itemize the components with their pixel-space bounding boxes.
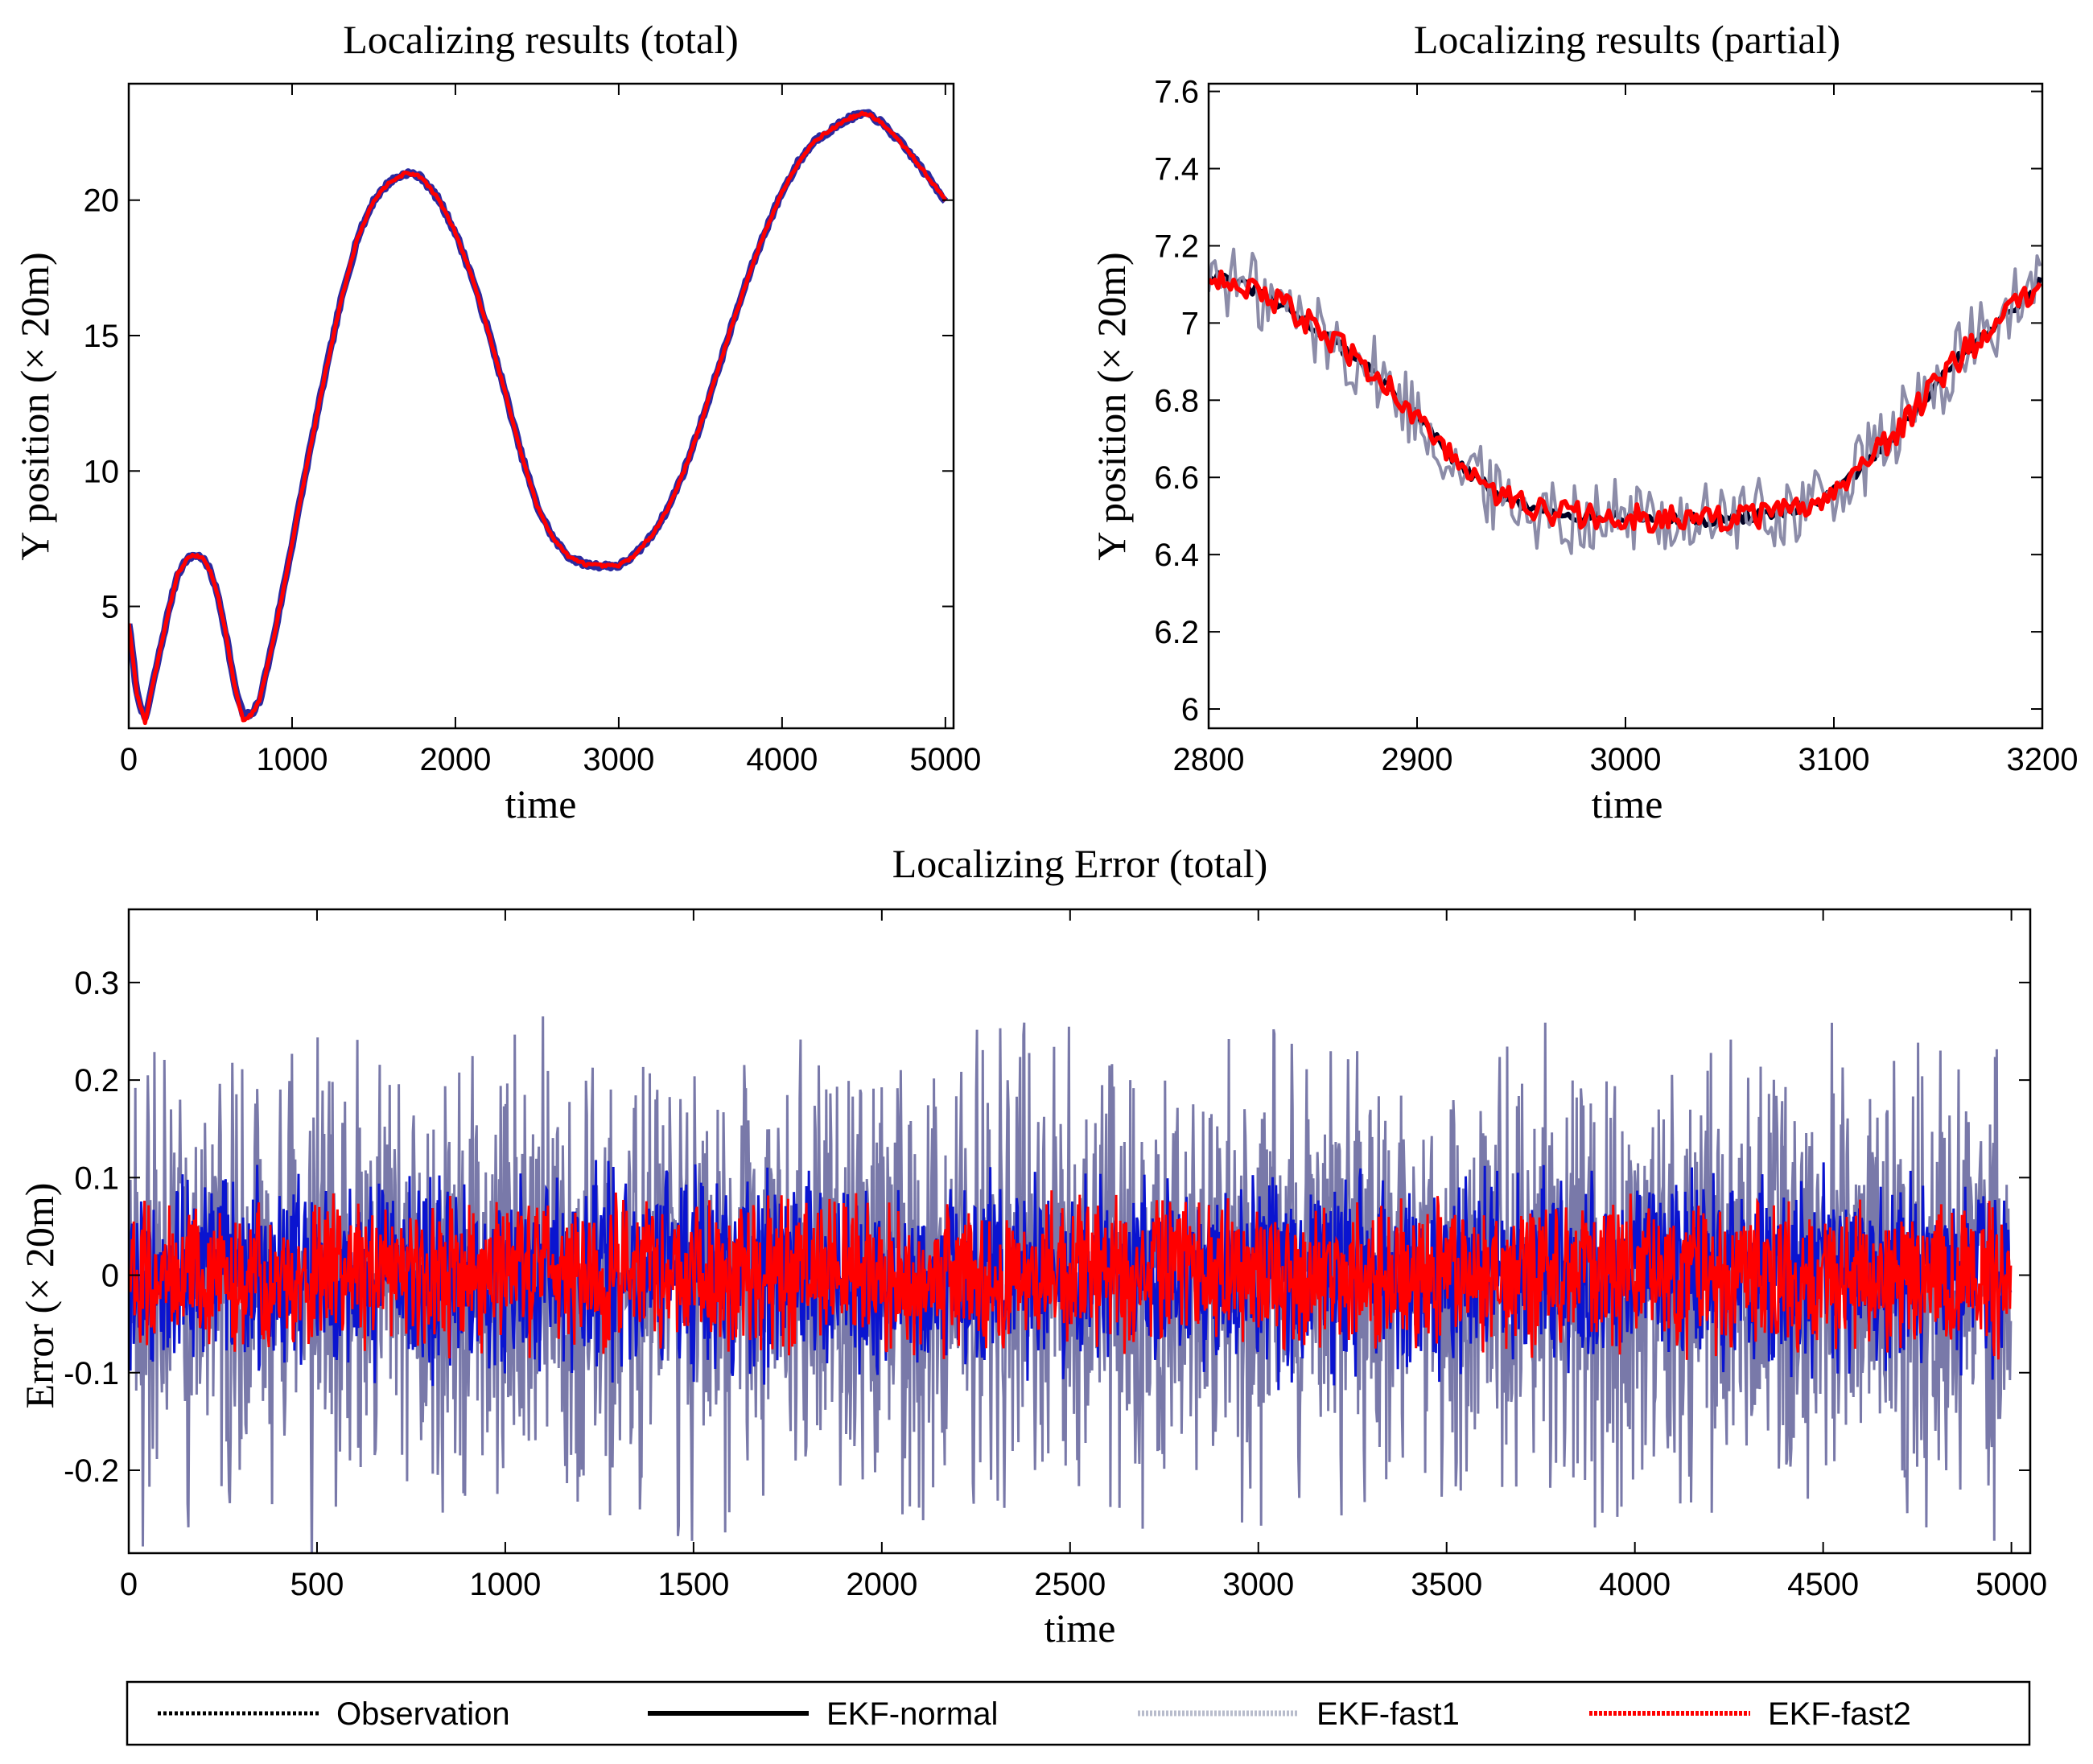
series-line-ekf-fast1 [1209,247,2042,555]
panel-error-total: Localizing Error (total) time Error (× 2… [17,841,2047,1651]
axes-frame-total [127,82,955,730]
series-line-ekf-fast2 [129,1190,2013,1360]
x-tick-label: 3100 [1798,742,1870,777]
y-tick-label: 6.8 [1154,383,1199,418]
legend-label-observation: Observation [336,1696,510,1732]
x-axis-label-error: time [1044,1605,1116,1651]
y-tick-label: 7.6 [1154,75,1199,110]
y-tick-label: -0.1 [64,1356,119,1391]
x-tick-label: 1000 [469,1567,541,1602]
chart-title-error: Localizing Error (total) [892,841,1267,886]
y-tick-label: 0.3 [74,966,119,1001]
y-tick-label: 7 [1181,306,1199,341]
plot-error [129,1016,2013,1553]
x-tick-label: 5000 [1976,1567,2047,1602]
y-tick-label: 20 [84,183,120,219]
chart-title-partial: Localizing results (partial) [1414,17,1840,62]
legend-label-ekf-fast2: EKF-fast2 [1768,1696,1911,1732]
y-tick-label: 6.2 [1154,615,1199,650]
x-axis-label-total: time [505,781,577,826]
x-tick-label: 3200 [2007,742,2079,777]
x-tick-label: 2000 [846,1567,917,1602]
x-tick-label: 3000 [1590,742,1662,777]
x-tick-label: 2000 [419,742,491,777]
y-tick-label: 6 [1181,692,1199,727]
x-tick-label: 0 [120,1567,138,1602]
series-line-ekf-fast2 [1209,269,2042,534]
y-tick-label: 5 [101,590,119,625]
panel-total-results: Localizing results (total) time Y positi… [12,17,981,826]
x-axis-label-partial: time [1592,781,1663,826]
panel-partial-results: Localizing results (partial) time Y posi… [1089,17,2078,826]
x-tick-label: 500 [290,1567,344,1602]
x-tick-label: 3000 [1222,1567,1294,1602]
y-tick-label: 7.4 [1154,152,1199,188]
x-tick-label: 2800 [1173,742,1245,777]
x-tick-label: 4000 [1599,1567,1671,1602]
series-line-ekf-fast2 [129,110,948,726]
legend: Observation EKF-normal EKF-fast1 EKF-fas… [126,1680,2031,1746]
x-tick-label: 2500 [1034,1567,1106,1602]
plot-partial [1209,247,2042,555]
x-tick-label: 0 [120,742,138,777]
y-tick-label: 0 [101,1259,119,1294]
x-tick-label: 3000 [583,742,654,777]
x-tick-label: 1000 [256,742,328,777]
x-tick-label: 4000 [746,742,818,777]
y-tick-label: 10 [84,454,120,489]
y-axis-label-error: Error (× 20m) [17,1183,62,1409]
y-axis-label-total: Y position (× 20m) [12,252,57,560]
series-line-ekf-fast1 [129,109,949,722]
x-tick-label: 5000 [909,742,981,777]
y-tick-label: 6.6 [1154,460,1199,496]
x-tick-label: 1500 [657,1567,729,1602]
y-axis-label-partial: Y position (× 20m) [1089,252,1134,560]
plot-total [129,109,949,726]
y-tick-label: -0.2 [64,1453,119,1489]
x-tick-label: 2900 [1382,742,1453,777]
x-tick-label: 4500 [1787,1567,1859,1602]
y-tick-label: 6.4 [1154,538,1199,573]
y-tick-label: 15 [84,319,120,354]
chart-title-total: Localizing results (total) [343,17,739,62]
y-tick-label: 7.2 [1154,229,1199,264]
legend-label-ekf-normal: EKF-normal [826,1696,998,1732]
y-tick-label: 0.1 [74,1160,119,1196]
y-tick-label: 0.2 [74,1063,119,1098]
axes-frame-error [127,908,2032,1555]
x-tick-label: 3500 [1411,1567,1482,1602]
legend-label-ekf-fast1: EKF-fast1 [1316,1696,1460,1732]
